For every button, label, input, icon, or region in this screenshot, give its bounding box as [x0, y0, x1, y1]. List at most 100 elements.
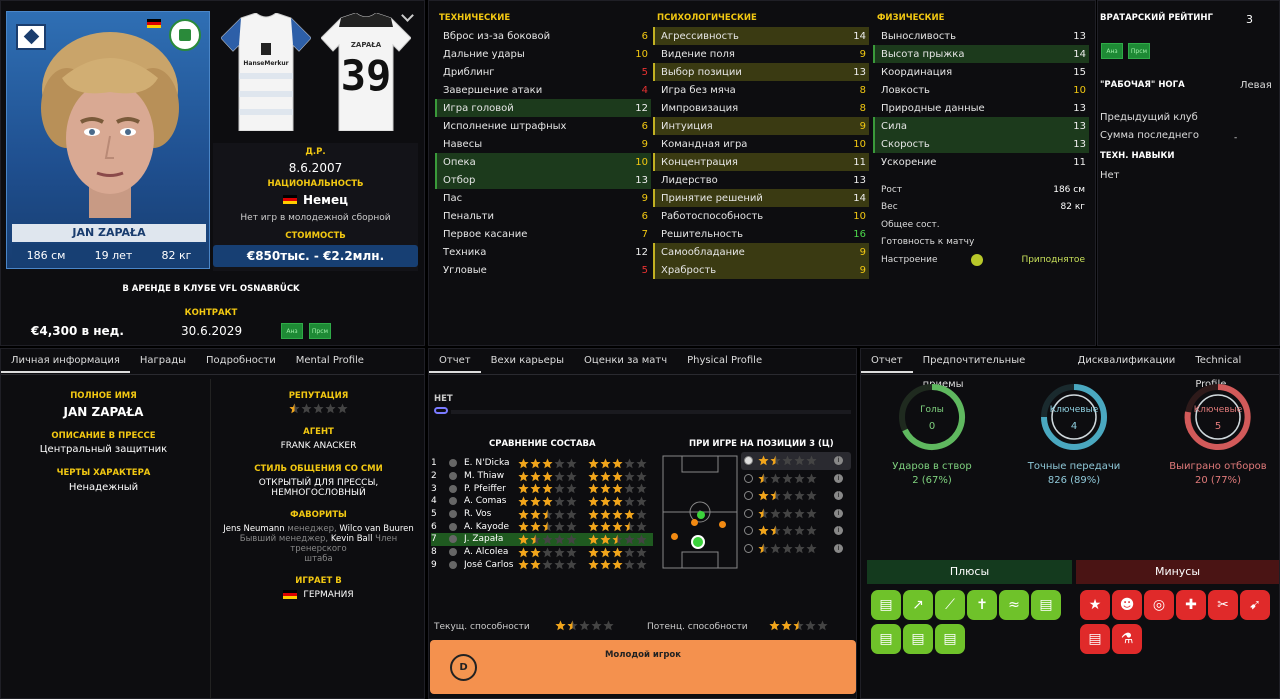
- document-check-icon[interactable]: ▤: [871, 624, 901, 654]
- radio-button[interactable]: [744, 473, 753, 483]
- attribute-row[interactable]: Ускорение 11: [873, 153, 1089, 171]
- document-icon[interactable]: ▤: [871, 590, 901, 620]
- radio-button[interactable]: [744, 526, 753, 536]
- attribute-row[interactable]: Командная игра 10: [653, 135, 869, 153]
- position-rating-row[interactable]: i: [741, 470, 851, 488]
- fav-person-3[interactable]: Kevin Ball: [330, 534, 373, 544]
- attribute-row[interactable]: Навесы 9: [435, 135, 651, 153]
- squad-row[interactable]: 1 E. N'Dicka: [431, 457, 653, 470]
- gk-view-button[interactable]: Прсм: [1128, 43, 1150, 59]
- tab-report[interactable]: Отчет: [429, 349, 481, 373]
- squad-row[interactable]: 7 J. Zapała: [431, 533, 653, 546]
- attribute-row[interactable]: Вброс из-за боковой 6: [435, 27, 651, 45]
- attribute-row[interactable]: Пас 9: [435, 189, 651, 207]
- document-check-icon[interactable]: ▤: [1031, 590, 1061, 620]
- tab-awards[interactable]: Награды: [139, 355, 187, 366]
- attribute-row[interactable]: Выбор позиции 13: [653, 63, 869, 81]
- info-icon[interactable]: i: [834, 508, 843, 518]
- attribute-row[interactable]: Первое касание 7: [435, 225, 651, 243]
- radio-button[interactable]: [744, 491, 753, 501]
- fav-person-2[interactable]: Wilco van Buuren: [339, 524, 414, 534]
- gk-analyze-button[interactable]: Анз: [1101, 43, 1123, 59]
- attribute-row[interactable]: Ловкость 10: [873, 81, 1089, 99]
- attribute-row[interactable]: Опека 10: [435, 153, 651, 171]
- tab-preferred-moves[interactable]: Предпочтительные приемы: [922, 355, 1026, 390]
- attribute-row[interactable]: Техника 12: [435, 243, 651, 261]
- attribute-row[interactable]: Высота прыжка 14: [873, 45, 1089, 63]
- attribute-row[interactable]: Храбрость 9: [653, 261, 869, 279]
- document-check-icon[interactable]: ▤: [903, 624, 933, 654]
- radio-button[interactable]: [744, 456, 753, 466]
- handshake-icon[interactable]: ≈: [999, 590, 1029, 620]
- attribute-row[interactable]: Самообладание 9: [653, 243, 869, 261]
- tab-match-ratings[interactable]: Оценки за матч: [584, 355, 668, 366]
- head-icon[interactable]: ☻: [1112, 590, 1142, 620]
- squad-row[interactable]: 6 A. Kayode: [431, 520, 653, 533]
- attribute-row[interactable]: Концентрация 11: [653, 153, 869, 171]
- tab-suspensions[interactable]: Дисквалификации: [1077, 355, 1176, 366]
- attribute-row[interactable]: Игра головой 12: [435, 99, 651, 117]
- document-check-icon[interactable]: ▤: [935, 624, 965, 654]
- attribute-row[interactable]: Агрессивность 14: [653, 27, 869, 45]
- attribute-row[interactable]: Игра без мяча 8: [653, 81, 869, 99]
- squad-row[interactable]: 5 R. Vos: [431, 508, 653, 521]
- attribute-row[interactable]: Угловые 5: [435, 261, 651, 279]
- attribute-row[interactable]: Сила 13: [873, 117, 1089, 135]
- attribute-row[interactable]: Принятие решений 14: [653, 189, 869, 207]
- star-icon: [806, 473, 817, 483]
- info-icon[interactable]: i: [834, 526, 843, 536]
- view-button[interactable]: Прсм: [309, 323, 331, 339]
- tab-mental-profile[interactable]: Mental Profile: [295, 355, 364, 366]
- squad-row[interactable]: 8 A. Alcolea: [431, 546, 653, 559]
- scissors-icon[interactable]: ✂: [1208, 590, 1238, 620]
- position-rating-row[interactable]: i: [741, 522, 851, 540]
- tab-personal-info[interactable]: Личная информация: [1, 349, 130, 373]
- tab-details[interactable]: Подробности: [206, 355, 276, 366]
- position-rating-row[interactable]: i: [741, 540, 851, 558]
- info-icon[interactable]: i: [834, 473, 843, 483]
- fav-person-1[interactable]: Jens Neumann: [223, 524, 285, 534]
- attribute-row[interactable]: Исполнение штрафных 6: [435, 117, 651, 135]
- info-icon[interactable]: i: [834, 456, 843, 466]
- bone-icon[interactable]: ⟋: [935, 590, 965, 620]
- attribute-row[interactable]: Дриблинг 5: [435, 63, 651, 81]
- position-rating-row[interactable]: i: [741, 505, 851, 523]
- attribute-row[interactable]: Отбор 13: [435, 171, 651, 189]
- cross-icon[interactable]: ✝: [967, 590, 997, 620]
- attribute-row[interactable]: Дальние удары 10: [435, 45, 651, 63]
- attribute-row[interactable]: Интуиция 9: [653, 117, 869, 135]
- position-rating-row[interactable]: i: [741, 452, 851, 470]
- target-icon[interactable]: ◎: [1144, 590, 1174, 620]
- attribute-row[interactable]: Решительность 16: [653, 225, 869, 243]
- position-rating-row[interactable]: i: [741, 487, 851, 505]
- analyze-button[interactable]: Анз: [281, 323, 303, 339]
- info-icon[interactable]: i: [834, 491, 843, 501]
- squad-row[interactable]: 9 José Carlos: [431, 559, 653, 572]
- plus-icon[interactable]: ✚: [1176, 590, 1206, 620]
- radio-button[interactable]: [744, 543, 753, 553]
- tab-tech-report[interactable]: Отчет: [861, 349, 913, 373]
- flask-icon[interactable]: ⚗: [1112, 624, 1142, 654]
- document-icon[interactable]: ▤: [1080, 624, 1110, 654]
- boot-icon[interactable]: ➹: [1240, 590, 1270, 620]
- squad-row[interactable]: 3 P. Pfeiffer: [431, 482, 653, 495]
- attribute-row[interactable]: Лидерство 13: [653, 171, 869, 189]
- star-icon[interactable]: ★: [1080, 590, 1110, 620]
- radio-button[interactable]: [744, 508, 753, 518]
- attribute-row[interactable]: Работоспособность 10: [653, 207, 869, 225]
- attribute-row[interactable]: Природные данные 13: [873, 99, 1089, 117]
- attribute-row[interactable]: Завершение атаки 4: [435, 81, 651, 99]
- attribute-row[interactable]: Импровизация 8: [653, 99, 869, 117]
- attribute-row[interactable]: Выносливость 13: [873, 27, 1089, 45]
- attribute-row[interactable]: Скорость 13: [873, 135, 1089, 153]
- attribute-row[interactable]: Видение поля 9: [653, 45, 869, 63]
- tab-career-milestones[interactable]: Вехи карьеры: [490, 355, 565, 366]
- attribute-row[interactable]: Координация 15: [873, 63, 1089, 81]
- info-icon[interactable]: i: [834, 543, 843, 553]
- squad-row[interactable]: 4 A. Comas: [431, 495, 653, 508]
- trend-up-icon[interactable]: ↗: [903, 590, 933, 620]
- squad-row[interactable]: 2 M. Thiaw: [431, 470, 653, 483]
- tab-physical-profile[interactable]: Physical Profile: [687, 355, 763, 366]
- attribute-row[interactable]: Пенальти 6: [435, 207, 651, 225]
- tab-technical-profile[interactable]: Technical Profile: [1195, 355, 1242, 390]
